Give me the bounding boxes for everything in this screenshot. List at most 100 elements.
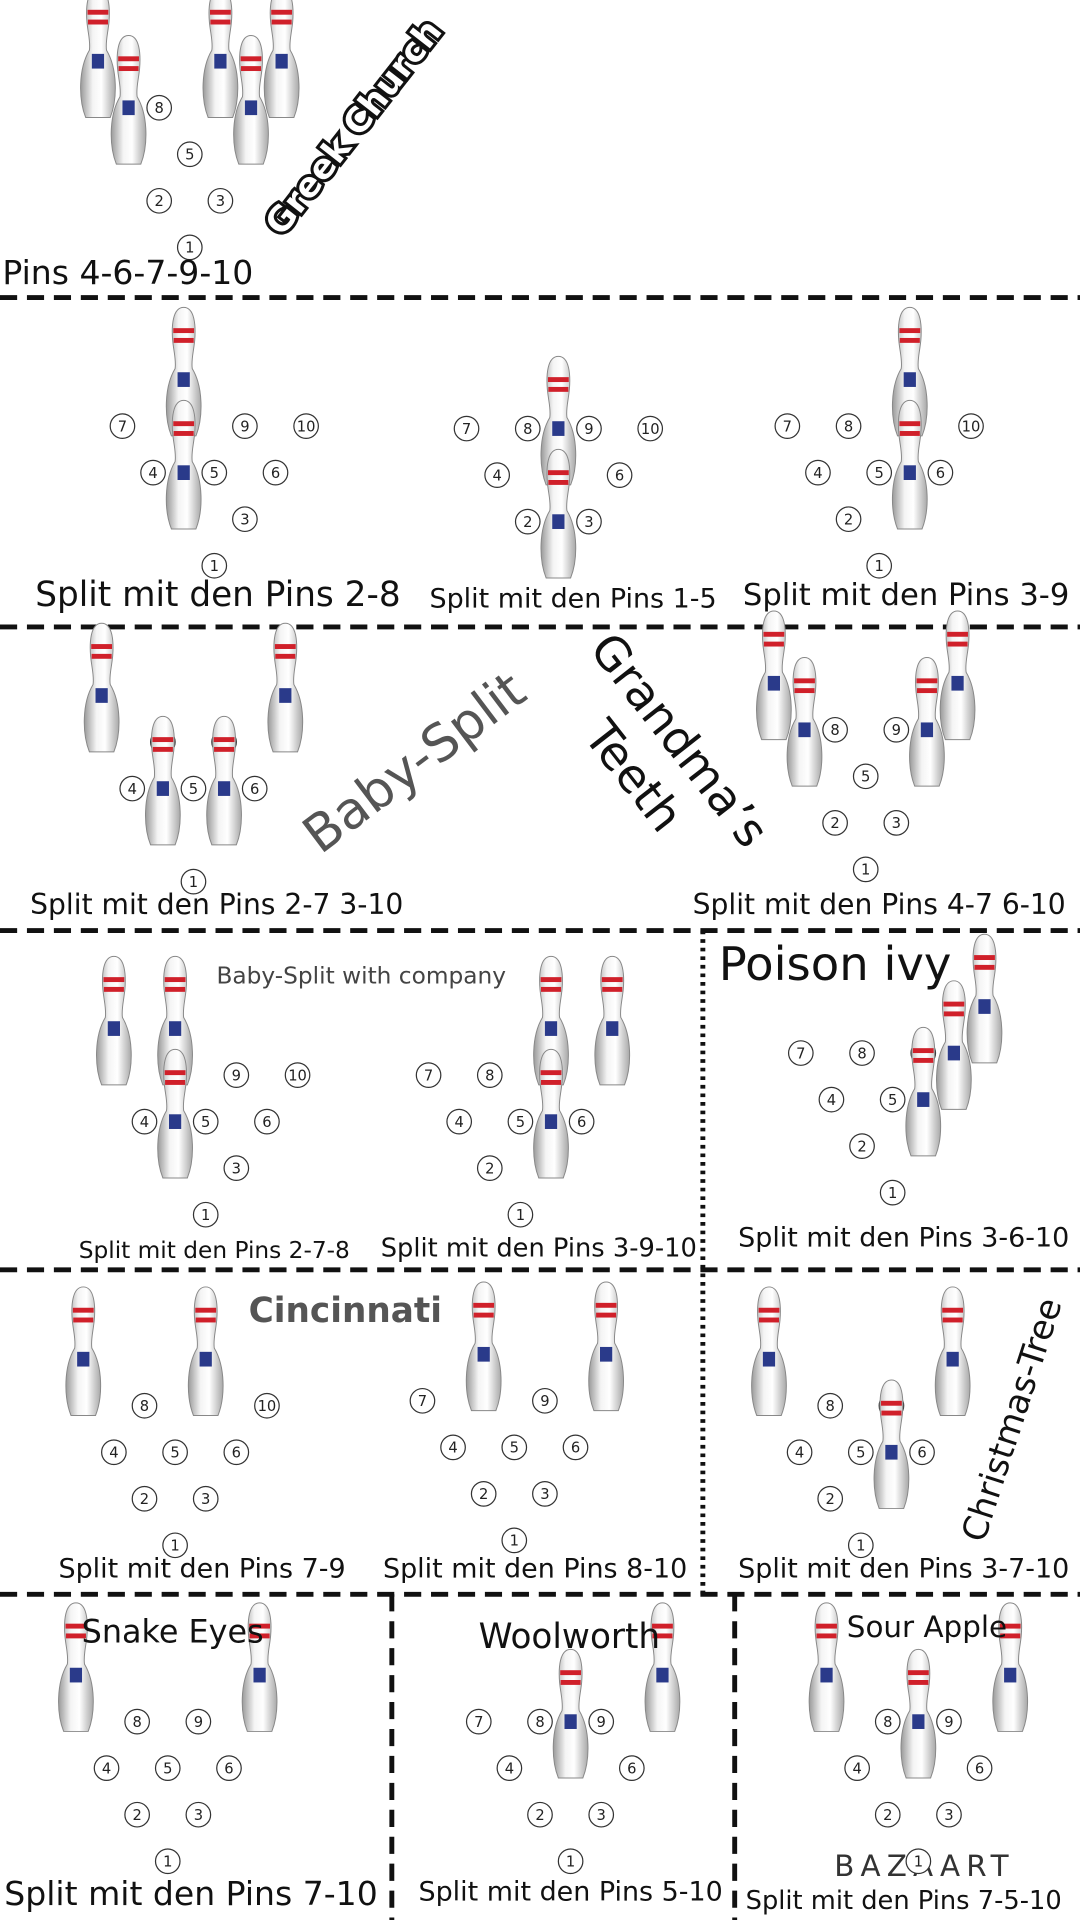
pin-spot <box>966 1755 993 1782</box>
pin-spot <box>201 459 228 486</box>
pin-spot <box>618 1755 645 1782</box>
standing-pin <box>96 955 132 1086</box>
split-panel: 8 9 4 5 6 2 3 1 Split mit den Pins 7-10 Snake Eye… <box>4 1602 378 1913</box>
pin-spot <box>588 1801 615 1828</box>
pin-spot <box>140 459 166 486</box>
pin-logo <box>122 100 135 116</box>
pin-number: 1 <box>170 1538 179 1555</box>
pin-spot <box>786 1439 813 1466</box>
pin-logo <box>552 421 565 436</box>
pin-spot <box>883 810 910 836</box>
pin-spot <box>817 1485 844 1512</box>
pin-stripe <box>652 1623 673 1629</box>
pin-spot <box>879 1179 906 1206</box>
pin-number: 4 <box>109 1444 118 1461</box>
pin-number: 8 <box>857 1045 866 1062</box>
pin-number: 5 <box>861 769 870 786</box>
pin-number: 9 <box>540 1393 549 1410</box>
pin-spot <box>817 1392 844 1419</box>
split-panel: 7 8 10 4 5 6 2 1 Split mit den Pins 3-9 <box>743 306 1069 613</box>
pin-stripe <box>249 1623 270 1629</box>
pin-number: 6 <box>262 1114 271 1131</box>
pin-stripe <box>596 1312 617 1318</box>
standing-pin <box>157 1048 193 1179</box>
pin-spot <box>185 1801 212 1828</box>
split-panel: 8 9 4 6 2 3 1 Split mit den Pins 7-5-10 Sour App… <box>746 1602 1062 1916</box>
standing-pin <box>939 610 976 741</box>
pin-number: 2 <box>883 1807 892 1824</box>
pin-stripe <box>758 1317 780 1323</box>
pin-spot <box>562 1434 589 1461</box>
pin-spot <box>124 1708 150 1735</box>
pin-spot <box>476 1062 503 1088</box>
pin-number: 3 <box>540 1486 549 1503</box>
pin-number: 1 <box>163 1853 172 1870</box>
pin-spot <box>822 810 848 836</box>
split-name: Poison ivy <box>719 937 952 991</box>
standing-pin <box>533 955 569 1086</box>
pin-spot <box>606 462 633 488</box>
pin-stripe <box>274 644 296 649</box>
pin-spot <box>866 459 893 486</box>
pin-number: 9 <box>240 418 249 435</box>
pin-stripe <box>540 1080 562 1085</box>
pin-spot <box>787 1040 814 1066</box>
pin-stripe <box>271 19 292 25</box>
pin-number: 3 <box>944 1807 953 1824</box>
pin-spot <box>109 413 136 439</box>
pin-logo <box>91 53 105 69</box>
split-caption: Split mit den Pins 5-10 <box>419 1877 723 1908</box>
pin-number: 4 <box>448 1440 457 1457</box>
pin-number: 5 <box>201 1114 210 1131</box>
pin-stripe <box>652 1633 673 1639</box>
standing-pin <box>263 0 300 119</box>
pin-logo <box>199 1351 212 1367</box>
pin-spot <box>774 413 801 439</box>
split-caption: Split mit den Pins 2-7-8 <box>79 1237 350 1264</box>
pin-stripe <box>547 377 569 383</box>
pin-logo <box>214 53 227 69</box>
pin-stripe <box>908 1680 929 1685</box>
pin-stripe <box>763 631 785 637</box>
pin-stripe <box>916 678 938 684</box>
pin-number: 5 <box>170 1444 179 1461</box>
pin-spot <box>507 1108 534 1135</box>
pin-number: 7 <box>796 1045 805 1062</box>
pin-body <box>934 1286 971 1416</box>
pin-number: 4 <box>148 465 157 482</box>
standing-pin <box>891 399 928 530</box>
pin-stripe <box>165 1080 186 1085</box>
split-panel: 7 8 4 5 6 2 1 Split mit den Pins 3-9-10 <box>381 955 697 1263</box>
standing-pin <box>966 933 1003 1064</box>
pin-spot <box>905 1848 932 1875</box>
pin-number: 10 <box>641 421 660 438</box>
pin-spot <box>927 459 954 486</box>
pin-logo <box>275 53 288 69</box>
pin-number: 5 <box>189 781 198 798</box>
pin-number: 4 <box>102 1760 111 1777</box>
pin-body <box>900 1648 937 1779</box>
pin-stripe <box>87 9 109 15</box>
pin-number: 8 <box>523 421 532 438</box>
pin-number: 4 <box>492 467 501 484</box>
standing-pin <box>808 1602 845 1732</box>
pin-spot <box>93 1755 120 1782</box>
pin-number: 4 <box>140 1114 149 1131</box>
pin-number: 2 <box>479 1486 488 1503</box>
pin-spot <box>154 1755 181 1782</box>
pin-spot <box>852 763 879 790</box>
pin-spot <box>874 1801 901 1828</box>
pin-logo <box>217 781 231 796</box>
dividers <box>0 295 1080 1920</box>
pin-spot <box>440 1434 466 1461</box>
pin-number: 9 <box>232 1067 241 1084</box>
pin-stripe <box>943 1001 965 1007</box>
pin-number: 8 <box>140 1398 149 1415</box>
standing-pin <box>909 657 945 787</box>
pin-stripe <box>601 977 623 983</box>
pin-spot <box>453 415 480 442</box>
pin-logo <box>95 688 108 703</box>
pin-number: 1 <box>888 1185 897 1202</box>
pin-number: 3 <box>216 193 225 210</box>
